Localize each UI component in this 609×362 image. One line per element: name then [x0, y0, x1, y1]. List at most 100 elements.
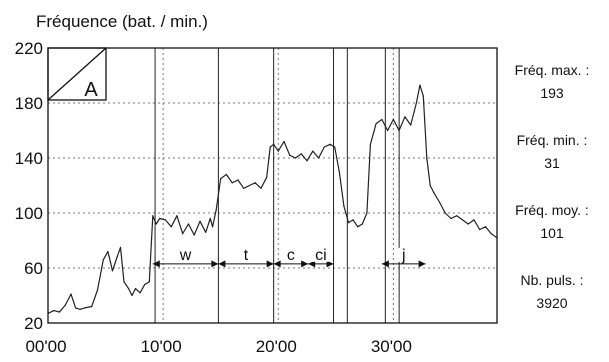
- badge-label: A: [84, 79, 98, 101]
- data-point: [294, 157, 297, 159]
- data-point: [334, 146, 336, 148]
- data-point: [84, 307, 86, 309]
- data-point: [119, 246, 122, 248]
- x-tick-label: 00'00: [25, 337, 66, 356]
- y-tick-label: 220: [15, 39, 43, 58]
- data-point: [199, 220, 201, 222]
- arrow-left-icon: [218, 260, 226, 268]
- data-point: [64, 304, 66, 306]
- data-point: [187, 223, 190, 225]
- plot-frame: [47, 47, 498, 324]
- data-point: [116, 256, 118, 258]
- y-tick-label: 20: [24, 314, 43, 333]
- data-point: [225, 173, 228, 176]
- data-point: [323, 146, 325, 148]
- phase-segments: w t c ci j: [152, 247, 426, 268]
- series-line-0: [47, 84, 498, 314]
- x-tick-label: 10'00: [141, 337, 182, 356]
- data-point: [70, 293, 72, 295]
- badge: A: [47, 47, 107, 101]
- stat-value: 31: [544, 155, 560, 171]
- data-point: [148, 281, 150, 283]
- data-point: [352, 219, 354, 221]
- data-point: [419, 84, 421, 86]
- data-point: [404, 116, 406, 118]
- stat-value: 101: [540, 225, 564, 241]
- data-point: [366, 212, 368, 214]
- data-point: [450, 217, 452, 220]
- data-point: [127, 288, 130, 290]
- data-point: [473, 219, 475, 221]
- data-point: [176, 215, 178, 217]
- data-point: [387, 129, 389, 132]
- data-point: [273, 143, 275, 145]
- data-point: [134, 288, 137, 290]
- stats-panel-bg: [498, 48, 609, 323]
- data-point: [306, 160, 308, 162]
- data-point: [131, 294, 133, 297]
- data-point: [212, 226, 214, 228]
- arrow-left-icon: [152, 260, 160, 268]
- data-point: [357, 226, 359, 228]
- phase-label-w: w: [179, 247, 192, 264]
- data-point: [205, 231, 207, 233]
- phase-label-bg: [237, 247, 256, 262]
- stat-value: 3920: [536, 295, 567, 311]
- data-point: [269, 146, 271, 148]
- stat-label: Fréq. max. :: [515, 62, 590, 78]
- data-point: [193, 234, 195, 236]
- data-point: [96, 289, 99, 291]
- data-point: [215, 209, 217, 211]
- data-point: [182, 233, 184, 235]
- data-point: [361, 223, 363, 225]
- data-point: [343, 205, 345, 207]
- phase-label-ci: ci: [315, 247, 327, 264]
- data-point: [461, 219, 464, 221]
- arrow-left-icon: [273, 260, 281, 268]
- data-point: [392, 118, 394, 121]
- data-point: [277, 150, 279, 152]
- data-point: [410, 124, 412, 126]
- data-point: [429, 184, 431, 187]
- arrow-right-icon: [418, 260, 426, 268]
- data-point: [243, 187, 245, 189]
- data-point: [456, 215, 458, 217]
- grid: [48, 48, 609, 323]
- data-point: [479, 228, 481, 231]
- phase-label-bg: [311, 247, 330, 262]
- data-point: [79, 308, 81, 310]
- data-point: [266, 176, 268, 178]
- arrow-right-icon: [301, 260, 309, 268]
- data-point: [170, 226, 172, 228]
- data-point: [209, 217, 211, 220]
- data-point: [426, 157, 428, 159]
- phase-label-c: c: [287, 247, 295, 264]
- data-point: [317, 157, 320, 159]
- data-point: [75, 307, 77, 309]
- data-point: [300, 153, 302, 155]
- data-point: [102, 259, 104, 261]
- arrow-right-icon: [266, 260, 274, 268]
- data-point: [347, 222, 350, 224]
- data-point: [415, 102, 418, 104]
- arrow-left-icon: [381, 260, 389, 268]
- data-point: [490, 233, 492, 235]
- data-point: [444, 212, 446, 214]
- phase-label-t: t: [244, 247, 249, 264]
- phase-label-bg: [394, 247, 413, 262]
- arrow-right-icon: [211, 260, 219, 268]
- phase-label-j: j: [401, 247, 406, 264]
- stat-label: Nb. puls. :: [520, 272, 583, 288]
- data-point: [248, 184, 251, 187]
- data-point: [312, 150, 314, 152]
- data-point: [159, 217, 161, 220]
- data-point: [155, 223, 157, 225]
- data-point: [139, 292, 141, 294]
- statistics-panel: Fréq. max. : 193 Fréq. min. : 31 Fréq. moy. …: [498, 48, 609, 323]
- badge-diagonal: [47, 47, 107, 101]
- data-point: [254, 182, 256, 184]
- stat-value: 193: [540, 85, 564, 101]
- data-point: [260, 187, 262, 189]
- data-point: [144, 283, 146, 286]
